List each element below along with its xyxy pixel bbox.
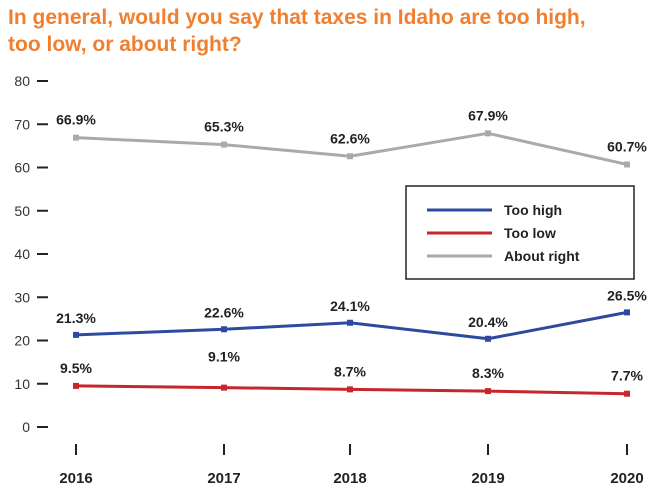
data-label: 22.6% <box>204 304 244 320</box>
data-label: 7.7% <box>611 368 643 384</box>
series-too-low: 9.5% 9.1% 8.7% 8.3% 7.7% <box>60 349 644 397</box>
data-point <box>221 326 227 333</box>
data-label: 66.9% <box>56 112 96 128</box>
data-point <box>73 382 79 389</box>
data-point <box>73 134 79 141</box>
y-tick-label: 50 <box>14 203 30 219</box>
x-tick-label: 2017 <box>207 470 240 487</box>
y-tick-label: 40 <box>14 246 30 262</box>
chart-title-line-2: too low, or about right? <box>8 33 242 56</box>
data-label: 9.5% <box>60 360 92 376</box>
x-tick-label: 2019 <box>471 470 504 487</box>
chart-title-line-1: In general, would you say that taxes in … <box>8 6 586 29</box>
x-tick-label: 2018 <box>333 470 366 487</box>
data-point <box>485 335 491 342</box>
y-tick-label: 80 <box>14 73 30 89</box>
data-point <box>73 331 79 338</box>
series-too-high: 21.3% 22.6% 24.1% 20.4% 26.5% <box>56 287 647 342</box>
data-point <box>485 130 491 137</box>
data-label: 8.7% <box>334 363 366 379</box>
legend-label: About right <box>504 248 580 264</box>
data-label: 20.4% <box>468 314 508 330</box>
legend-label: Too high <box>504 202 562 218</box>
data-label: 24.1% <box>330 298 370 314</box>
data-point <box>624 161 630 168</box>
data-point <box>221 384 227 391</box>
series-about-right: 66.9% 65.3% 62.6% 67.9% 60.7% <box>56 107 647 168</box>
data-label: 67.9% <box>468 107 508 123</box>
data-point <box>624 390 630 397</box>
data-label: 9.1% <box>208 349 240 365</box>
x-tick-label: 2020 <box>610 470 643 487</box>
data-label: 60.7% <box>607 138 647 154</box>
y-tick-label: 10 <box>14 376 30 392</box>
data-label: 8.3% <box>472 365 504 381</box>
x-tick-label: 2016 <box>59 470 92 487</box>
y-axis: 0 10 20 30 40 50 60 70 80 <box>14 73 48 435</box>
chart-title: In general, would you say that taxes in … <box>8 4 658 58</box>
data-label: 21.3% <box>56 310 96 326</box>
y-tick-label: 0 <box>22 419 30 435</box>
y-tick-label: 60 <box>14 160 30 176</box>
data-point <box>624 309 630 316</box>
x-axis: 2016 2017 2018 2019 2020 <box>59 444 644 487</box>
y-tick-label: 30 <box>14 289 30 305</box>
data-point <box>485 388 491 395</box>
data-label: 65.3% <box>204 119 244 135</box>
data-point <box>221 141 227 148</box>
data-label: 26.5% <box>607 287 647 303</box>
data-point <box>347 319 353 326</box>
data-point <box>347 386 353 393</box>
data-point <box>347 153 353 160</box>
legend: Too high Too low About right <box>405 185 635 280</box>
series-layer: 21.3% 22.6% 24.1% 20.4% 26.5% 9.5% 9.1% 8.7% 8.3… <box>56 107 647 397</box>
y-tick-label: 20 <box>14 333 30 349</box>
legend-label: Too low <box>504 225 556 241</box>
y-tick-label: 70 <box>14 116 30 132</box>
data-label: 62.6% <box>330 130 370 146</box>
